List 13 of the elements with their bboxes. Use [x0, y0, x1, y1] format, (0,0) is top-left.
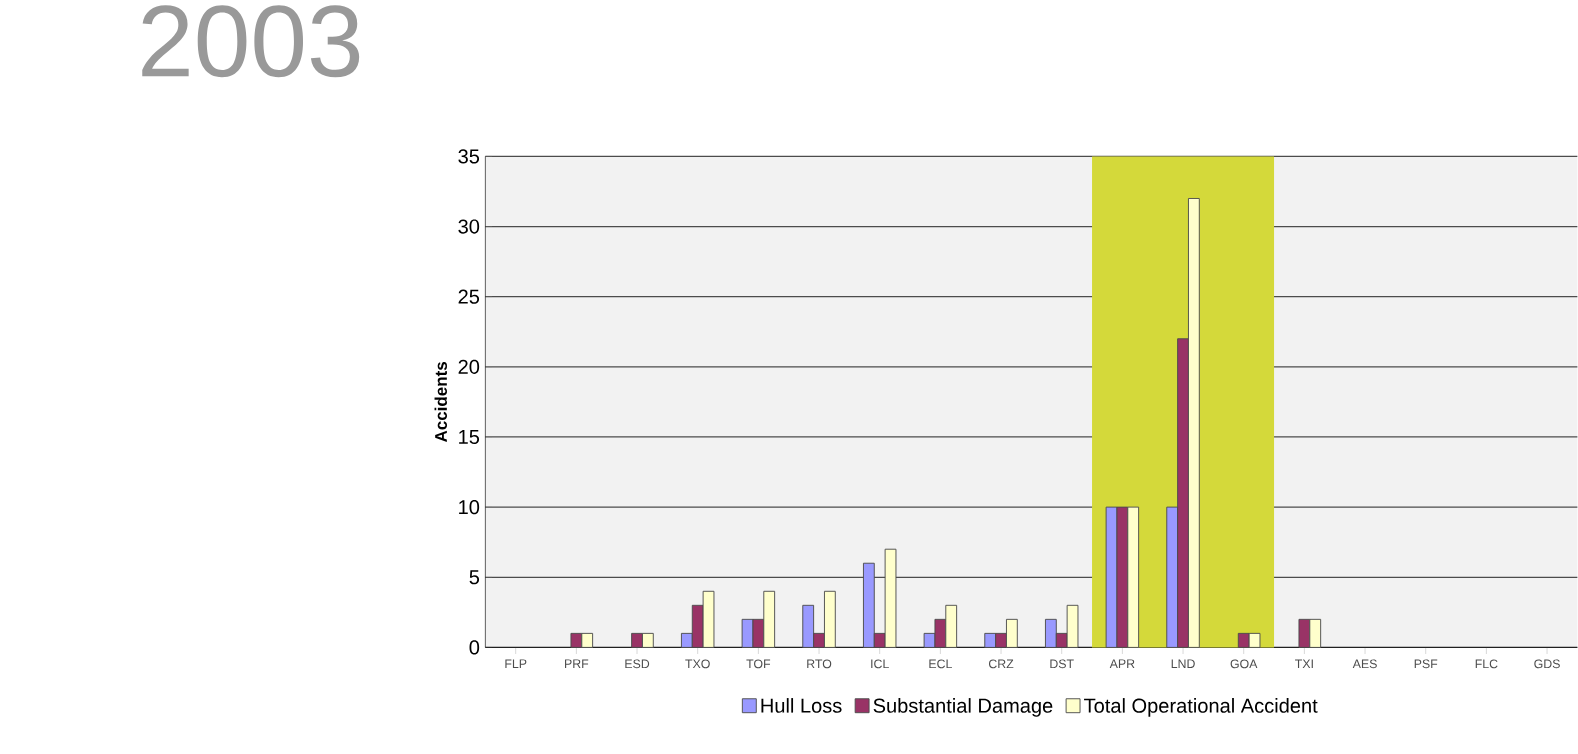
y-tick-label: 25 — [458, 289, 480, 304]
y-tick-label: 15 — [459, 429, 480, 444]
legend-label: Substantial Damage — [873, 698, 1053, 717]
y-tick-label: 5 — [469, 570, 480, 585]
y-tick-label: 0 — [469, 640, 480, 655]
y-axis-title: Accidents — [434, 362, 447, 443]
chart-title: 2003 — [142, 5, 360, 78]
y-tick-label: 10 — [459, 500, 480, 515]
y-tick-label: 35 — [458, 149, 480, 164]
legend-label: Hull Loss — [761, 698, 842, 713]
y-tick-label: 30 — [458, 219, 480, 234]
legend-label: Total Operational Accident — [1084, 698, 1318, 717]
y-tick-label: 20 — [458, 359, 480, 374]
